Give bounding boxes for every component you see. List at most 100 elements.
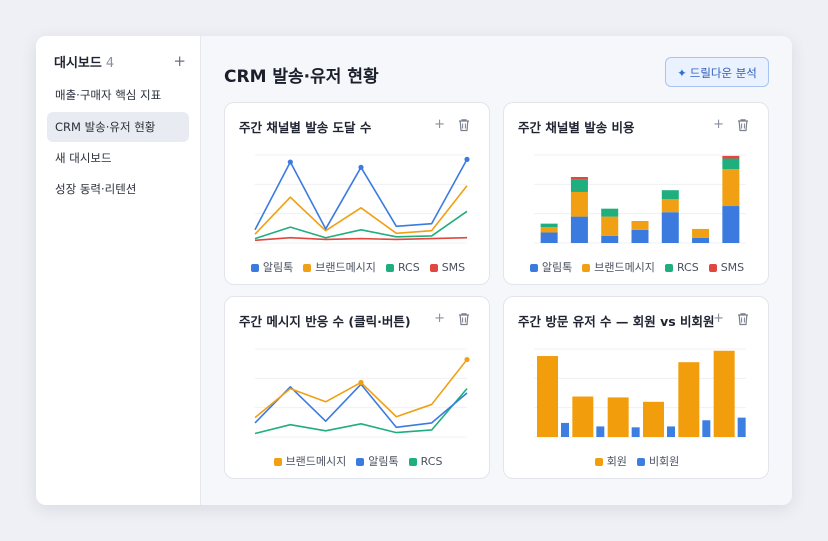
legend-label: SMS bbox=[441, 261, 466, 274]
bar-segment bbox=[661, 199, 679, 213]
plus-icon[interactable]: + bbox=[434, 117, 445, 132]
sidebar-title: 대시보드 bbox=[54, 56, 102, 71]
bar-segment bbox=[631, 221, 649, 230]
legend-item: 비회원 bbox=[636, 453, 680, 469]
sidebar-item-sales-metrics[interactable]: 매출·구매자 핵심 지표 bbox=[55, 88, 162, 102]
plus-icon[interactable]: + bbox=[713, 311, 724, 326]
bar-segment bbox=[540, 232, 558, 243]
bar-segment bbox=[692, 237, 710, 243]
chart-legend: 알림톡 브랜드메시지 RCS SMS bbox=[225, 259, 491, 275]
page-title: CRM 발송·유저 현황 bbox=[224, 67, 379, 87]
bar bbox=[667, 426, 675, 437]
bar-segment bbox=[570, 216, 588, 243]
bar-segment bbox=[601, 216, 619, 236]
legend-label: 알림톡 bbox=[368, 455, 399, 468]
chart-legend: 브랜드메시지 알림톡 RCS bbox=[225, 453, 491, 469]
bar bbox=[607, 397, 629, 437]
legend-item: 브랜드메시지 bbox=[582, 259, 655, 275]
legend-item: SMS bbox=[429, 261, 466, 274]
bar bbox=[713, 350, 735, 437]
drilldown-button[interactable]: ✦ 드릴다운 분석 bbox=[665, 57, 769, 87]
legend-swatch bbox=[708, 263, 717, 272]
legend-label: RCS bbox=[420, 455, 443, 468]
plus-icon[interactable]: + bbox=[434, 311, 445, 326]
chart-card: 주간 방문 유저 수 — 회원 vs 비회원 + 회원 비회원 bbox=[503, 296, 769, 479]
series-line bbox=[254, 159, 468, 231]
sidebar-item-new-dashboard[interactable]: 새 대시보드 bbox=[55, 151, 112, 165]
card-title: 주간 채널별 발송 도달 수 bbox=[239, 120, 372, 135]
series-line bbox=[254, 210, 468, 240]
bar-segment bbox=[692, 228, 710, 238]
legend-label: 회원 bbox=[606, 455, 627, 468]
bar bbox=[737, 417, 746, 437]
bar-segment bbox=[722, 169, 740, 207]
bar bbox=[537, 356, 558, 437]
bar bbox=[561, 422, 569, 437]
dashboard-count: 4 bbox=[105, 56, 115, 71]
bar-segment bbox=[601, 235, 619, 243]
bar bbox=[596, 426, 605, 437]
drilldown-label: 드릴다운 분석 bbox=[689, 66, 757, 80]
legend-swatch bbox=[664, 263, 673, 272]
plus-icon[interactable]: + bbox=[713, 117, 724, 132]
legend-swatch bbox=[594, 457, 603, 466]
bar-segment bbox=[570, 179, 588, 192]
legend-swatch bbox=[356, 457, 365, 466]
legend-label: 비회원 bbox=[648, 455, 680, 468]
bar-segment bbox=[661, 190, 679, 199]
card-title: 주간 방문 유저 수 — 회원 vs 비회원 bbox=[518, 314, 715, 329]
legend-item: 브랜드메시지 bbox=[273, 453, 347, 469]
legend-label: SMS bbox=[720, 261, 745, 274]
data-point bbox=[464, 356, 470, 363]
bar bbox=[631, 427, 640, 437]
chart-legend: 회원 비회원 bbox=[504, 453, 770, 469]
sidebar-item-crm-status[interactable]: CRM 발송·유저 현황 bbox=[47, 112, 189, 142]
chart-plot bbox=[254, 348, 470, 438]
legend-item: 알림톡 bbox=[356, 453, 399, 469]
main-panel: CRM 발송·유저 현황 ✦ 드릴다운 분석 주간 채널별 발송 도달 수 + 알… bbox=[201, 36, 792, 505]
data-point bbox=[358, 164, 364, 170]
sidebar: 대시보드 4 + 매출·구매자 핵심 지표 CRM 발송·유저 현황 새 대시보드… bbox=[36, 36, 201, 505]
legend-swatch bbox=[429, 263, 438, 272]
bar-segment bbox=[540, 227, 558, 233]
series-line bbox=[254, 359, 468, 419]
legend-label: 브랜드메시지 bbox=[285, 455, 347, 468]
legend-swatch bbox=[250, 263, 259, 272]
trash-icon[interactable] bbox=[736, 118, 750, 132]
chart-plot bbox=[534, 348, 746, 438]
legend-item: RCS bbox=[664, 261, 699, 274]
bar-segment bbox=[570, 191, 588, 217]
bar-segment bbox=[601, 208, 619, 217]
chart-card: 주간 채널별 발송 비용 + 알림톡 브랜드메시지 RCS SMS bbox=[503, 102, 769, 285]
plus-icon[interactable]: + bbox=[173, 52, 186, 70]
data-point bbox=[464, 156, 470, 162]
trash-icon[interactable] bbox=[457, 118, 471, 132]
sidebar-item-growth-retention[interactable]: 성장 동력·리텐션 bbox=[55, 182, 137, 196]
data-point bbox=[287, 159, 293, 165]
bar-segment bbox=[540, 223, 558, 228]
sidebar-header: 대시보드 4 + bbox=[54, 52, 186, 72]
legend-label: RCS bbox=[397, 261, 420, 274]
trash-icon[interactable] bbox=[736, 312, 750, 326]
sparkle-icon: ✦ bbox=[677, 66, 687, 80]
trash-icon[interactable] bbox=[457, 312, 471, 326]
bar-segment bbox=[722, 206, 740, 243]
chart-legend: 알림톡 브랜드메시지 RCS SMS bbox=[504, 259, 770, 275]
legend-label: 알림톡 bbox=[541, 261, 573, 274]
bar-segment bbox=[661, 212, 679, 243]
data-point bbox=[358, 379, 364, 386]
legend-item: 알림톡 bbox=[529, 259, 573, 275]
legend-swatch bbox=[385, 263, 394, 272]
bar-segment bbox=[722, 158, 740, 170]
bar-segment bbox=[570, 177, 588, 180]
legend-item: 브랜드메시지 bbox=[303, 259, 376, 275]
legend-item: 알림톡 bbox=[250, 259, 293, 275]
card-title: 주간 채널별 발송 비용 bbox=[518, 120, 635, 135]
legend-item: SMS bbox=[708, 261, 745, 274]
bar bbox=[572, 396, 594, 437]
legend-swatch bbox=[529, 263, 538, 272]
series-line bbox=[254, 236, 468, 242]
app-window: 대시보드 4 + 매출·구매자 핵심 지표 CRM 발송·유저 현황 새 대시보드… bbox=[36, 36, 792, 505]
series-line bbox=[254, 185, 468, 235]
bar-segment bbox=[631, 229, 649, 243]
